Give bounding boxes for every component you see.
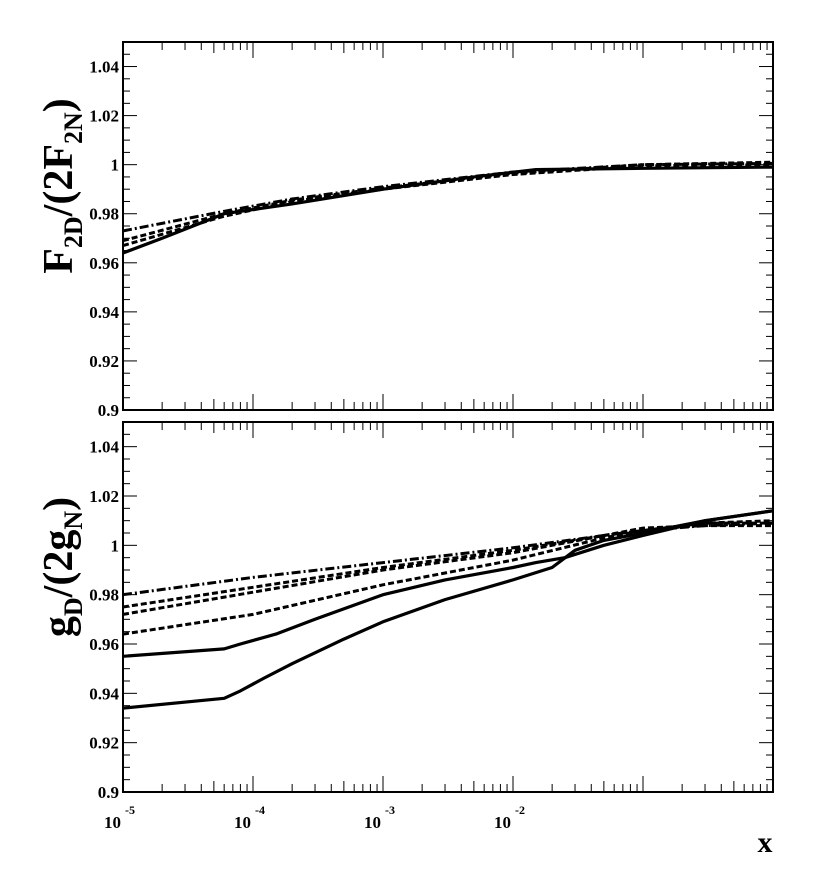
y-tick-label: 1 xyxy=(111,156,120,175)
top-panel: 0.9 0.92 0.94 0.96 0.98 1 1.02 1.04 F2D/(2F2N) xyxy=(36,41,774,420)
y-tick-label: 1.02 xyxy=(89,487,119,506)
x-tick-label: 10 xyxy=(234,813,251,832)
x-tick-label: 10 xyxy=(494,813,511,832)
y-tick-label: 1.02 xyxy=(89,107,119,126)
series-dashed-lower xyxy=(123,521,773,636)
x-tick-exponent: -4 xyxy=(255,803,265,817)
bottom-panel: 0.9 0.92 0.94 0.96 0.98 1 1.02 1.04 gD/(2gN) 10 -5… xyxy=(36,421,774,859)
y-axis-label: F2D/(2F2N) xyxy=(36,98,88,274)
y-tick-label: 0.94 xyxy=(89,684,119,703)
y-tick-label: 0.92 xyxy=(89,352,119,371)
x-tick-exponent: -2 xyxy=(515,803,525,817)
plot-frame xyxy=(122,41,774,411)
series-solid-upper xyxy=(123,509,773,658)
y-tick-label: 1 xyxy=(111,536,120,555)
x-tick-label: 10 xyxy=(364,813,381,832)
series-dashdot xyxy=(123,161,773,233)
series-dashed-mid xyxy=(123,519,773,616)
y-tick-label: 0.96 xyxy=(89,635,119,654)
x-tick-exponent: -3 xyxy=(385,803,395,817)
y-axis-label: gD/(2gN) xyxy=(36,497,88,637)
y-tick-label: 0.9 xyxy=(98,783,119,802)
y-tick-label: 0.94 xyxy=(89,303,119,322)
y-tick-label: 0.98 xyxy=(89,205,119,224)
series-dashed-b xyxy=(123,160,773,243)
y-tick-label: 0.92 xyxy=(89,734,119,753)
x-tick-exponent: -5 xyxy=(125,803,135,817)
series-dashed-a xyxy=(123,163,773,248)
y-tick-label: 0.98 xyxy=(89,586,119,605)
y-tick-label: 0.96 xyxy=(89,254,119,273)
y-tick-label: 1.04 xyxy=(89,438,119,457)
series-dashed-upper xyxy=(123,524,773,609)
series-solid-lower xyxy=(123,509,773,710)
series-dashdot xyxy=(123,521,773,597)
x-axis-label: x xyxy=(758,826,773,859)
x-tick-label: 10 xyxy=(104,813,121,832)
plot-frame xyxy=(122,421,774,793)
y-tick-label: 0.9 xyxy=(98,401,119,420)
y-tick-label: 1.04 xyxy=(89,58,119,77)
